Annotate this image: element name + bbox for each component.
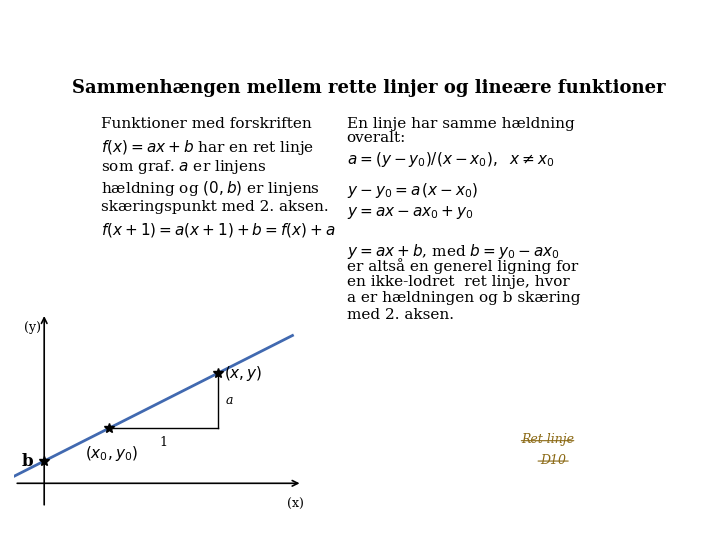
- Text: En linje har samme hældning: En linje har samme hældning: [347, 117, 575, 131]
- Text: som graf. $a$ er linjens: som graf. $a$ er linjens: [101, 158, 266, 177]
- Text: (x): (x): [287, 497, 303, 510]
- Text: en ikke-lodret  ret linje, hvor: en ikke-lodret ret linje, hvor: [347, 275, 570, 289]
- Text: $y = ax + b$, med $b = y_0 - ax_0$: $y = ax + b$, med $b = y_0 - ax_0$: [347, 241, 559, 260]
- Text: $(x,y)$: $(x,y)$: [224, 363, 262, 383]
- Text: Ret linje: Ret linje: [521, 433, 574, 446]
- Text: overalt:: overalt:: [347, 131, 406, 145]
- Text: $(x_0,y_0)$: $(x_0,y_0)$: [85, 444, 138, 463]
- Text: $f(x) = ax + b$ har en ret linje: $f(x) = ax + b$ har en ret linje: [101, 138, 315, 157]
- Text: $y = ax - ax_0 + y_0$: $y = ax - ax_0 + y_0$: [347, 204, 473, 221]
- Text: med 2. aksen.: med 2. aksen.: [347, 308, 454, 322]
- Text: Funktioner med forskriften: Funktioner med forskriften: [101, 117, 312, 131]
- Text: D10: D10: [540, 454, 566, 467]
- Text: Sammenhængen mellem rette linjer og lineære funktioner: Sammenhængen mellem rette linjer og line…: [72, 79, 666, 97]
- Text: a: a: [225, 394, 233, 407]
- Text: skæringspunkt med 2. aksen.: skæringspunkt med 2. aksen.: [101, 200, 329, 214]
- Text: $f(x+1) = a(x+1)+b = f(x) + a$: $f(x+1) = a(x+1)+b = f(x) + a$: [101, 221, 336, 239]
- Text: $a = (y - y_0)/(x - x_0), \ \ x \neq x_0$: $a = (y - y_0)/(x - x_0), \ \ x \neq x_0…: [347, 150, 554, 169]
- Text: hældning og $(0, b)$ er linjens: hældning og $(0, b)$ er linjens: [101, 179, 320, 198]
- Text: (y): (y): [24, 321, 41, 334]
- Text: a er hældningen og b skæring: a er hældningen og b skæring: [347, 292, 580, 306]
- Text: 1: 1: [159, 436, 167, 449]
- Text: b: b: [22, 453, 33, 469]
- Text: $y - y_0 = a\,(x - x_0)$: $y - y_0 = a\,(x - x_0)$: [347, 181, 478, 200]
- Text: er altså en generel ligning for: er altså en generel ligning for: [347, 258, 578, 274]
